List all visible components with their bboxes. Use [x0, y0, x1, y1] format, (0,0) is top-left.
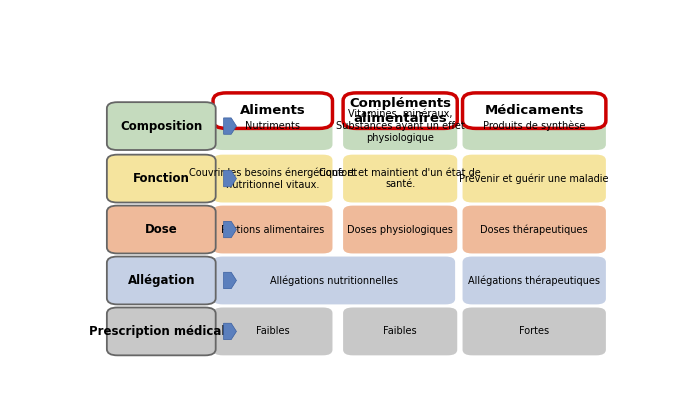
Text: Allégation: Allégation [127, 274, 195, 287]
FancyBboxPatch shape [343, 93, 457, 128]
Text: Allégations thérapeutiques: Allégations thérapeutiques [469, 275, 600, 286]
FancyBboxPatch shape [213, 102, 332, 150]
FancyBboxPatch shape [462, 93, 606, 128]
Text: Faibles: Faibles [384, 326, 417, 336]
Polygon shape [223, 170, 236, 187]
Polygon shape [223, 221, 236, 238]
Polygon shape [223, 272, 236, 289]
Text: Fonction: Fonction [133, 172, 190, 185]
Text: Vitamines, minéraux,
Substances ayant un effet
physiologique: Vitamines, minéraux, Substances ayant un… [336, 109, 464, 143]
Text: Prescription médicale: Prescription médicale [89, 325, 234, 338]
FancyBboxPatch shape [107, 102, 216, 150]
FancyBboxPatch shape [343, 206, 457, 253]
FancyBboxPatch shape [462, 155, 606, 203]
Text: Compléments
alimentaires: Compléments alimentaires [349, 97, 451, 125]
Text: Aliments: Aliments [240, 104, 306, 117]
FancyBboxPatch shape [462, 257, 606, 304]
FancyBboxPatch shape [107, 155, 216, 203]
FancyBboxPatch shape [462, 308, 606, 355]
FancyBboxPatch shape [343, 155, 457, 203]
FancyBboxPatch shape [213, 308, 332, 355]
FancyBboxPatch shape [462, 102, 606, 150]
FancyBboxPatch shape [213, 206, 332, 253]
Text: Faibles: Faibles [256, 326, 290, 336]
FancyBboxPatch shape [213, 257, 455, 304]
FancyBboxPatch shape [343, 102, 457, 150]
Text: Nutriments: Nutriments [245, 121, 300, 131]
FancyBboxPatch shape [213, 155, 332, 203]
Text: Portions alimentaires: Portions alimentaires [221, 225, 325, 235]
Text: Confort et maintient d'un état de
santé.: Confort et maintient d'un état de santé. [319, 168, 481, 189]
FancyBboxPatch shape [213, 93, 332, 128]
Text: Doses physiologiques: Doses physiologiques [347, 225, 453, 235]
FancyBboxPatch shape [107, 206, 216, 253]
Text: Couvrir les besoins énergétique et
nutritionnel vitaux.: Couvrir les besoins énergétique et nutri… [188, 168, 357, 190]
FancyBboxPatch shape [107, 257, 216, 304]
Text: Fortes: Fortes [519, 326, 549, 336]
Text: Doses thérapeutiques: Doses thérapeutiques [480, 224, 588, 235]
Text: Composition: Composition [120, 119, 202, 133]
FancyBboxPatch shape [107, 308, 216, 355]
FancyBboxPatch shape [462, 206, 606, 253]
Polygon shape [223, 323, 236, 340]
Polygon shape [223, 118, 236, 134]
Text: Prévenir et guérir une maladie: Prévenir et guérir une maladie [460, 173, 609, 184]
Text: Allégations nutritionnelles: Allégations nutritionnelles [270, 275, 398, 286]
Text: Médicaments: Médicaments [484, 104, 584, 117]
Text: Produits de synthèse: Produits de synthèse [483, 121, 586, 132]
Text: Dose: Dose [145, 223, 177, 236]
FancyBboxPatch shape [343, 308, 457, 355]
